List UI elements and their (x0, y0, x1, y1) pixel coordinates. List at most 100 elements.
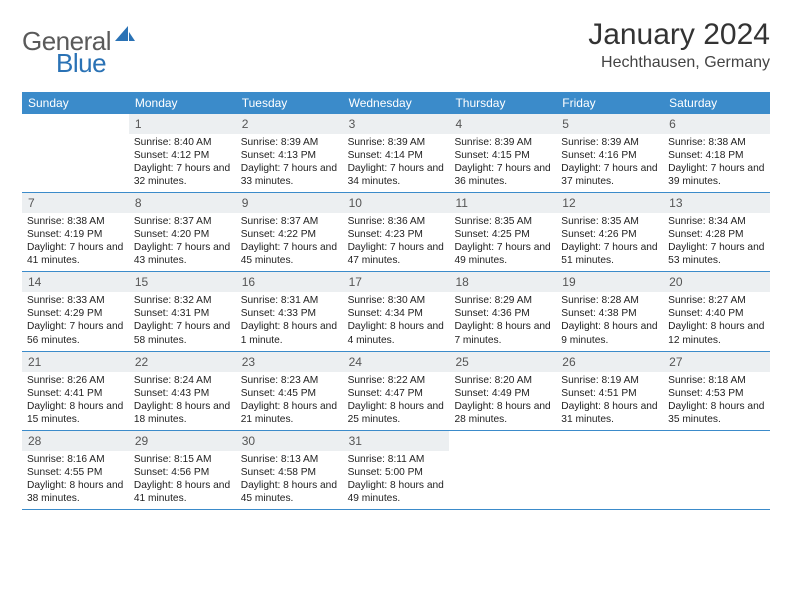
day-details: Sunrise: 8:37 AMSunset: 4:22 PMDaylight:… (236, 213, 343, 271)
day-details (556, 451, 663, 457)
day-number: 27 (663, 352, 770, 372)
day-number: 18 (449, 272, 556, 292)
day-number: 4 (449, 114, 556, 134)
day-details: Sunrise: 8:33 AMSunset: 4:29 PMDaylight:… (22, 292, 129, 350)
day-cell: 4Sunrise: 8:39 AMSunset: 4:15 PMDaylight… (449, 114, 556, 192)
week-row: 14Sunrise: 8:33 AMSunset: 4:29 PMDayligh… (22, 272, 770, 351)
daylight-text: Daylight: 7 hours and 58 minutes. (134, 320, 231, 346)
sunset-text: Sunset: 4:33 PM (241, 307, 338, 320)
sunset-text: Sunset: 4:41 PM (27, 387, 124, 400)
day-details: Sunrise: 8:36 AMSunset: 4:23 PMDaylight:… (343, 213, 450, 271)
day-cell: 3Sunrise: 8:39 AMSunset: 4:14 PMDaylight… (343, 114, 450, 192)
sunrise-text: Sunrise: 8:30 AM (348, 294, 445, 307)
sunrise-text: Sunrise: 8:18 AM (668, 374, 765, 387)
sunset-text: Sunset: 4:20 PM (134, 228, 231, 241)
day-details: Sunrise: 8:11 AMSunset: 5:00 PMDaylight:… (343, 451, 450, 509)
sunrise-text: Sunrise: 8:33 AM (27, 294, 124, 307)
day-number: 20 (663, 272, 770, 292)
day-number: 17 (343, 272, 450, 292)
day-cell: 18Sunrise: 8:29 AMSunset: 4:36 PMDayligh… (449, 272, 556, 350)
daylight-text: Daylight: 8 hours and 45 minutes. (241, 479, 338, 505)
day-number: 25 (449, 352, 556, 372)
day-details: Sunrise: 8:15 AMSunset: 4:56 PMDaylight:… (129, 451, 236, 509)
day-number: 30 (236, 431, 343, 451)
day-cell: 9Sunrise: 8:37 AMSunset: 4:22 PMDaylight… (236, 193, 343, 271)
day-cell: 31Sunrise: 8:11 AMSunset: 5:00 PMDayligh… (343, 431, 450, 509)
day-details (22, 134, 129, 140)
sunset-text: Sunset: 4:25 PM (454, 228, 551, 241)
brand-sail-icon (115, 24, 135, 47)
daylight-text: Daylight: 8 hours and 38 minutes. (27, 479, 124, 505)
weekday-header: Sunday (22, 92, 129, 114)
day-details: Sunrise: 8:20 AMSunset: 4:49 PMDaylight:… (449, 372, 556, 430)
sunrise-text: Sunrise: 8:32 AM (134, 294, 231, 307)
day-details: Sunrise: 8:39 AMSunset: 4:15 PMDaylight:… (449, 134, 556, 192)
day-cell: 5Sunrise: 8:39 AMSunset: 4:16 PMDaylight… (556, 114, 663, 192)
sunrise-text: Sunrise: 8:35 AM (454, 215, 551, 228)
daylight-text: Daylight: 8 hours and 41 minutes. (134, 479, 231, 505)
day-cell: 27Sunrise: 8:18 AMSunset: 4:53 PMDayligh… (663, 352, 770, 430)
day-number: 28 (22, 431, 129, 451)
day-cell: 13Sunrise: 8:34 AMSunset: 4:28 PMDayligh… (663, 193, 770, 271)
day-details: Sunrise: 8:18 AMSunset: 4:53 PMDaylight:… (663, 372, 770, 430)
week-row: 21Sunrise: 8:26 AMSunset: 4:41 PMDayligh… (22, 352, 770, 431)
sunset-text: Sunset: 4:12 PM (134, 149, 231, 162)
weekday-header: Friday (556, 92, 663, 114)
day-number: 29 (129, 431, 236, 451)
day-cell (556, 431, 663, 509)
sunset-text: Sunset: 5:00 PM (348, 466, 445, 479)
day-number: 26 (556, 352, 663, 372)
sunset-text: Sunset: 4:16 PM (561, 149, 658, 162)
weekday-header: Thursday (449, 92, 556, 114)
day-number: 6 (663, 114, 770, 134)
sunset-text: Sunset: 4:47 PM (348, 387, 445, 400)
daylight-text: Daylight: 8 hours and 21 minutes. (241, 400, 338, 426)
brand-word-2: Blue (56, 48, 106, 79)
day-cell: 19Sunrise: 8:28 AMSunset: 4:38 PMDayligh… (556, 272, 663, 350)
sunset-text: Sunset: 4:13 PM (241, 149, 338, 162)
sunset-text: Sunset: 4:56 PM (134, 466, 231, 479)
day-details: Sunrise: 8:39 AMSunset: 4:14 PMDaylight:… (343, 134, 450, 192)
day-details: Sunrise: 8:31 AMSunset: 4:33 PMDaylight:… (236, 292, 343, 350)
day-details: Sunrise: 8:24 AMSunset: 4:43 PMDaylight:… (129, 372, 236, 430)
sunset-text: Sunset: 4:49 PM (454, 387, 551, 400)
daylight-text: Daylight: 7 hours and 39 minutes. (668, 162, 765, 188)
day-cell: 10Sunrise: 8:36 AMSunset: 4:23 PMDayligh… (343, 193, 450, 271)
day-details: Sunrise: 8:35 AMSunset: 4:25 PMDaylight:… (449, 213, 556, 271)
sunrise-text: Sunrise: 8:39 AM (454, 136, 551, 149)
week-row: 7Sunrise: 8:38 AMSunset: 4:19 PMDaylight… (22, 193, 770, 272)
day-cell: 8Sunrise: 8:37 AMSunset: 4:20 PMDaylight… (129, 193, 236, 271)
day-number: 31 (343, 431, 450, 451)
sunset-text: Sunset: 4:34 PM (348, 307, 445, 320)
sunset-text: Sunset: 4:14 PM (348, 149, 445, 162)
daylight-text: Daylight: 8 hours and 28 minutes. (454, 400, 551, 426)
day-details: Sunrise: 8:29 AMSunset: 4:36 PMDaylight:… (449, 292, 556, 350)
calendar-grid: Sunday Monday Tuesday Wednesday Thursday… (22, 92, 770, 510)
day-details (663, 451, 770, 457)
sunset-text: Sunset: 4:53 PM (668, 387, 765, 400)
day-cell: 14Sunrise: 8:33 AMSunset: 4:29 PMDayligh… (22, 272, 129, 350)
sunset-text: Sunset: 4:55 PM (27, 466, 124, 479)
day-number: 5 (556, 114, 663, 134)
daylight-text: Daylight: 7 hours and 41 minutes. (27, 241, 124, 267)
daylight-text: Daylight: 7 hours and 49 minutes. (454, 241, 551, 267)
daylight-text: Daylight: 7 hours and 36 minutes. (454, 162, 551, 188)
day-details: Sunrise: 8:27 AMSunset: 4:40 PMDaylight:… (663, 292, 770, 350)
sunset-text: Sunset: 4:51 PM (561, 387, 658, 400)
day-details: Sunrise: 8:39 AMSunset: 4:16 PMDaylight:… (556, 134, 663, 192)
location-label: Hechthausen, Germany (588, 54, 770, 72)
day-details: Sunrise: 8:37 AMSunset: 4:20 PMDaylight:… (129, 213, 236, 271)
sunrise-text: Sunrise: 8:36 AM (348, 215, 445, 228)
week-row: 28Sunrise: 8:16 AMSunset: 4:55 PMDayligh… (22, 431, 770, 510)
day-cell: 1Sunrise: 8:40 AMSunset: 4:12 PMDaylight… (129, 114, 236, 192)
day-number: 3 (343, 114, 450, 134)
day-cell: 7Sunrise: 8:38 AMSunset: 4:19 PMDaylight… (22, 193, 129, 271)
sunrise-text: Sunrise: 8:39 AM (348, 136, 445, 149)
day-number: 7 (22, 193, 129, 213)
day-cell: 16Sunrise: 8:31 AMSunset: 4:33 PMDayligh… (236, 272, 343, 350)
day-details: Sunrise: 8:40 AMSunset: 4:12 PMDaylight:… (129, 134, 236, 192)
sunrise-text: Sunrise: 8:35 AM (561, 215, 658, 228)
sunrise-text: Sunrise: 8:34 AM (668, 215, 765, 228)
sunset-text: Sunset: 4:28 PM (668, 228, 765, 241)
sunset-text: Sunset: 4:58 PM (241, 466, 338, 479)
